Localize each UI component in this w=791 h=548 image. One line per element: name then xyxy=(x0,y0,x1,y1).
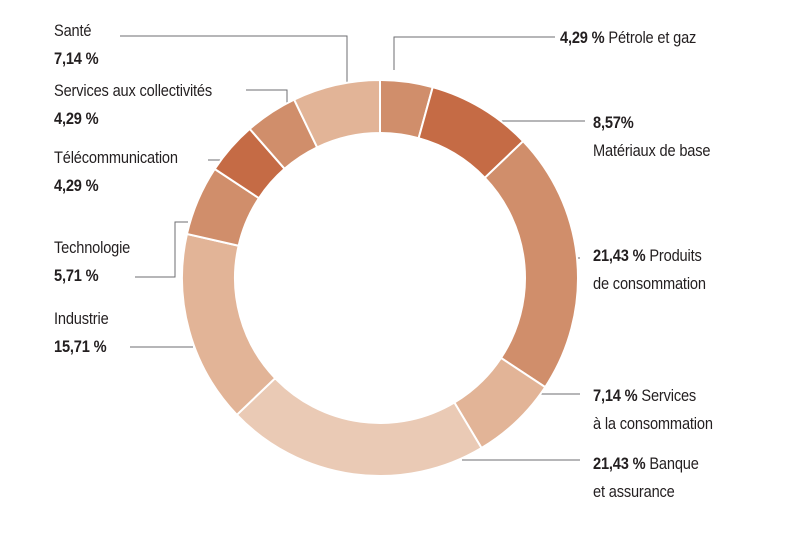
label-services-conso-pct: 7,14 % xyxy=(593,386,638,405)
label-produits: 21,43 % Produits de consommation xyxy=(593,242,706,298)
label-materiaux-name: Matériaux de base xyxy=(593,141,711,160)
leader-line-petrole xyxy=(393,36,555,70)
label-technologie-name: Technologie xyxy=(54,238,131,257)
label-sante-pct: 7,14 % xyxy=(54,49,99,68)
label-materiaux: 8,57% Matériaux de base xyxy=(593,109,711,165)
donut-slice-banque-et-assurance xyxy=(235,376,483,477)
leader-lines xyxy=(120,35,585,461)
label-services-conso-name-2: à la consommation xyxy=(593,414,713,433)
label-services-conso-name-1: Services xyxy=(641,386,697,405)
donut-slice-industrie xyxy=(181,232,277,417)
label-industrie: Industrie 15,71 % xyxy=(54,305,109,361)
label-produits-pct: 21,43 % xyxy=(593,246,646,265)
label-technologie-pct: 5,71 % xyxy=(54,266,99,285)
donut-slice-santé xyxy=(292,78,381,149)
label-petrole-pct: 4,29 % xyxy=(560,28,605,47)
label-materiaux-pct: 8,57% xyxy=(593,113,634,132)
label-telecom-name: Télécommunication xyxy=(54,148,178,167)
label-collectivites: Services aux collectivités 4,29 % xyxy=(54,77,212,133)
label-banque: 21,43 % Banque et assurance xyxy=(593,450,699,506)
label-banque-name-1: Banque xyxy=(649,454,699,473)
donut-slices xyxy=(181,78,579,477)
label-services-conso: 7,14 % Services à la consommation xyxy=(593,382,713,438)
label-sante: Santé 7,14 % xyxy=(54,17,99,73)
leader-line-sante xyxy=(120,35,348,84)
label-banque-pct: 21,43 % xyxy=(593,454,646,473)
label-industrie-name: Industrie xyxy=(54,309,109,328)
label-telecom: Télécommunication 4,29 % xyxy=(54,144,178,200)
label-technologie: Technologie 5,71 % xyxy=(54,234,130,290)
donut-slice-produits-de-consommation xyxy=(483,139,579,389)
label-banque-name-2: et assurance xyxy=(593,482,675,501)
label-telecom-pct: 4,29 % xyxy=(54,176,99,195)
label-petrole-name: Pétrole et gaz xyxy=(608,28,697,47)
label-collectivites-pct: 4,29 % xyxy=(54,109,99,128)
label-collectivites-name: Services aux collectivités xyxy=(54,81,213,100)
leader-line-technologie xyxy=(135,221,188,278)
label-industrie-pct: 15,71 % xyxy=(54,337,107,356)
label-petrole: 4,29 % Pétrole et gaz xyxy=(560,24,696,52)
label-produits-name-1: Produits xyxy=(649,246,702,265)
leader-line-collectivites xyxy=(246,89,288,105)
label-sante-name: Santé xyxy=(54,21,92,40)
label-produits-name-2: de consommation xyxy=(593,274,706,293)
